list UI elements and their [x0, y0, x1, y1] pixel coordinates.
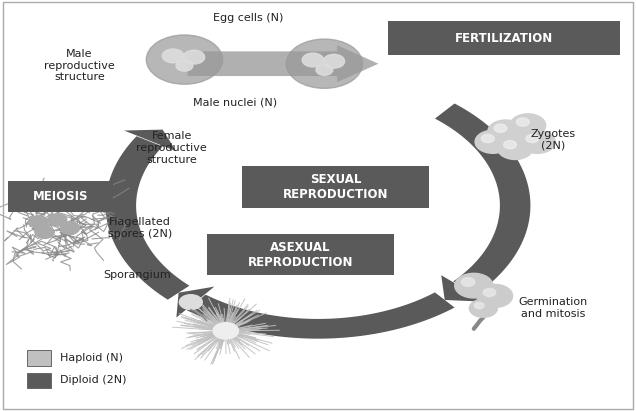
- Circle shape: [481, 134, 494, 143]
- Circle shape: [469, 299, 497, 317]
- Circle shape: [60, 222, 80, 234]
- Text: Sporangium: Sporangium: [103, 270, 170, 280]
- FancyBboxPatch shape: [27, 373, 51, 388]
- Polygon shape: [106, 136, 190, 300]
- Text: Diploid (2N): Diploid (2N): [60, 375, 127, 385]
- Circle shape: [183, 50, 205, 64]
- Polygon shape: [188, 45, 378, 82]
- FancyBboxPatch shape: [8, 181, 113, 212]
- Polygon shape: [187, 292, 455, 339]
- Circle shape: [455, 273, 493, 298]
- Polygon shape: [441, 275, 487, 302]
- Circle shape: [213, 323, 238, 339]
- Text: Haploid (N): Haploid (N): [60, 353, 123, 363]
- Circle shape: [176, 60, 193, 71]
- Text: Zygotes
(2N): Zygotes (2N): [531, 129, 576, 150]
- Circle shape: [488, 120, 523, 143]
- Circle shape: [504, 141, 516, 149]
- Text: Flagellated
spores (2N): Flagellated spores (2N): [107, 217, 172, 239]
- Circle shape: [483, 289, 495, 296]
- Circle shape: [179, 295, 202, 309]
- Text: Egg cells (N): Egg cells (N): [213, 14, 283, 23]
- Circle shape: [316, 65, 333, 75]
- Circle shape: [526, 134, 539, 143]
- Circle shape: [494, 124, 507, 132]
- Circle shape: [29, 216, 48, 228]
- Text: SEXUAL
REPRODUCTION: SEXUAL REPRODUCTION: [283, 173, 388, 201]
- Circle shape: [474, 302, 484, 309]
- FancyBboxPatch shape: [207, 234, 394, 275]
- Text: FERTILIZATION: FERTILIZATION: [455, 32, 553, 44]
- Circle shape: [516, 118, 529, 126]
- Circle shape: [302, 53, 324, 67]
- Circle shape: [162, 49, 184, 63]
- Circle shape: [477, 284, 513, 307]
- Text: MEIOSIS: MEIOSIS: [33, 190, 88, 203]
- Polygon shape: [176, 286, 214, 317]
- FancyBboxPatch shape: [27, 350, 51, 366]
- Circle shape: [48, 214, 67, 226]
- FancyBboxPatch shape: [388, 21, 620, 55]
- Polygon shape: [124, 129, 176, 151]
- Polygon shape: [435, 104, 530, 295]
- Circle shape: [35, 226, 54, 238]
- Text: Male nuclei (N): Male nuclei (N): [193, 98, 277, 108]
- Circle shape: [475, 130, 511, 153]
- Circle shape: [497, 136, 533, 159]
- FancyBboxPatch shape: [242, 166, 429, 208]
- Text: Male
reproductive
structure: Male reproductive structure: [44, 49, 115, 82]
- Text: Germination
and mitosis: Germination and mitosis: [519, 298, 588, 319]
- Circle shape: [146, 35, 223, 84]
- Circle shape: [286, 39, 363, 88]
- Text: ASEXUAL
REPRODUCTION: ASEXUAL REPRODUCTION: [248, 241, 353, 268]
- Circle shape: [520, 130, 555, 153]
- Circle shape: [462, 278, 474, 286]
- Circle shape: [510, 114, 546, 137]
- Circle shape: [323, 54, 345, 68]
- Text: Female
reproductive
structure: Female reproductive structure: [136, 132, 207, 164]
